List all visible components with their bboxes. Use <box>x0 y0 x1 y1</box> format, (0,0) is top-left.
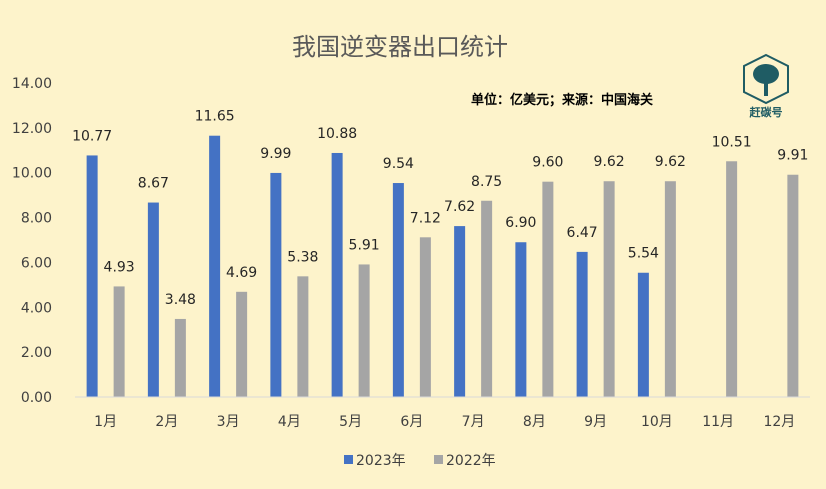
data-label: 9.54 <box>383 156 414 172</box>
x-tick-label: 8月 <box>523 414 546 430</box>
data-label: 5.38 <box>287 249 318 265</box>
x-tick-label: 5月 <box>339 414 362 430</box>
data-label: 9.60 <box>532 155 563 171</box>
x-tick-label: 4月 <box>278 414 301 430</box>
data-label: 4.93 <box>104 259 135 275</box>
data-label: 7.12 <box>410 210 441 226</box>
x-tick-label: 1月 <box>94 414 117 430</box>
legend-label: 2022年 <box>446 453 496 469</box>
x-tick-label: 11月 <box>702 414 734 430</box>
bar <box>603 181 615 397</box>
chart-title: 我国逆变器出口统计 <box>292 33 508 61</box>
bar <box>664 181 676 397</box>
data-label: 9.99 <box>260 146 291 162</box>
bar <box>726 161 738 397</box>
chart-note: 单位：亿美元；来源：中国海关 <box>471 92 653 108</box>
hexagon-icon <box>743 53 789 105</box>
x-tick-label: 12月 <box>763 414 795 430</box>
legend-swatch <box>344 455 353 464</box>
data-label: 9.62 <box>655 154 686 170</box>
x-tick-label: 10月 <box>641 414 673 430</box>
tree-icon <box>753 64 779 96</box>
bar <box>515 242 527 397</box>
data-label: 6.90 <box>505 215 536 231</box>
data-labels: 10.77 8.67 11.65 9.99 10.88 9.54 7.62 6.90 6.47 5… <box>72 109 808 308</box>
data-label: 8.67 <box>138 176 169 192</box>
bar <box>209 135 221 397</box>
data-label: 8.75 <box>471 174 502 190</box>
y-tick-label: 8.00 <box>21 211 52 227</box>
bar <box>86 155 98 397</box>
data-label: 9.91 <box>777 148 808 164</box>
y-tick-label: 4.00 <box>21 300 52 316</box>
data-label: 10.51 <box>712 134 752 150</box>
data-label: 5.54 <box>628 246 659 262</box>
x-axis: 1月 2月 3月 4月 5月 6月 7月 8月 9月 10月 11月 12月 <box>75 396 810 430</box>
x-tick-label: 2月 <box>155 414 178 430</box>
y-axis: 0.00 2.00 4.00 6.00 8.00 10.00 12.00 14.00 <box>12 76 52 406</box>
data-label: 7.62 <box>444 199 475 215</box>
x-tick-label: 6月 <box>400 414 423 430</box>
data-label: 11.65 <box>195 109 235 125</box>
bar <box>419 237 431 397</box>
bar <box>787 174 799 397</box>
bar <box>358 264 370 397</box>
bar <box>174 318 186 397</box>
legend: 2023年 2022年 <box>344 453 496 469</box>
bar <box>236 291 248 397</box>
bar <box>392 183 404 397</box>
data-label: 10.88 <box>317 126 357 142</box>
bar <box>637 272 649 397</box>
bar <box>331 152 343 397</box>
bar <box>147 202 159 397</box>
bar <box>542 181 554 397</box>
bar <box>297 276 309 397</box>
data-label: 10.77 <box>72 128 112 144</box>
legend-swatch <box>434 455 443 464</box>
y-tick-label: 12.00 <box>12 121 52 137</box>
logo: 赶碳号 <box>743 53 789 119</box>
y-tick-label: 14.00 <box>12 76 52 92</box>
data-label: 3.48 <box>165 292 196 308</box>
bar-marks <box>86 135 799 397</box>
y-tick-label: 2.00 <box>21 345 52 361</box>
y-tick-label: 6.00 <box>21 255 52 271</box>
bar <box>270 172 282 397</box>
data-label: 5.91 <box>349 237 380 253</box>
data-label: 9.62 <box>594 154 625 170</box>
y-tick-label: 10.00 <box>12 166 52 182</box>
bar <box>481 200 493 397</box>
logo-text: 赶碳号 <box>749 105 783 119</box>
bar <box>454 226 466 397</box>
data-label: 4.69 <box>226 265 257 281</box>
bar <box>113 286 125 397</box>
x-tick-label: 9月 <box>584 414 607 430</box>
x-tick-label: 7月 <box>462 414 485 430</box>
bar <box>576 251 588 397</box>
y-tick-label: 0.00 <box>21 390 52 406</box>
x-tick-label: 3月 <box>217 414 240 430</box>
legend-label: 2023年 <box>356 453 406 469</box>
data-label: 6.47 <box>567 225 598 241</box>
